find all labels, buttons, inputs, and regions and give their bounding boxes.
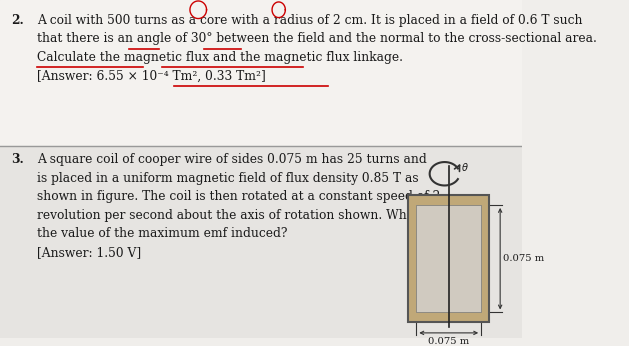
Bar [416,205,481,312]
Bar [0,0,521,146]
Text: A coil with 500 turns as a core with a radius of 2 cm. It is placed in a field o: A coil with 500 turns as a core with a r… [37,13,583,27]
Bar [0,146,521,338]
Text: 0.075 m: 0.075 m [503,254,545,263]
Text: 0.075 m: 0.075 m [428,337,469,346]
Text: [Answer: 1.50 V]: [Answer: 1.50 V] [37,246,142,259]
Text: 3.: 3. [11,153,25,166]
Text: A square coil of cooper wire of sides 0.075 m has 25 turns and: A square coil of cooper wire of sides 0.… [37,153,427,166]
Text: the value of the maximum emf induced?: the value of the maximum emf induced? [37,227,288,240]
Text: 2.: 2. [11,13,25,27]
Text: is placed in a uniform magnetic field of flux density 0.85 T as: is placed in a uniform magnetic field of… [37,172,419,185]
Text: that there is an angle of 30° between the field and the normal to the cross-sect: that there is an angle of 30° between th… [37,32,597,45]
Text: Calculate the magnetic flux and the magnetic flux linkage.: Calculate the magnetic flux and the magn… [37,51,403,64]
Text: shown in figure. The coil is then rotated at a constant speed of 2: shown in figure. The coil is then rotate… [37,190,441,203]
Bar [408,195,489,322]
Text: revolution per second about the axis of rotation shown. What is: revolution per second about the axis of … [37,209,433,222]
Text: [Answer: 6.55 × 10⁻⁴ Tm², 0.33 Tm²]: [Answer: 6.55 × 10⁻⁴ Tm², 0.33 Tm²] [37,69,266,82]
Text: θ: θ [462,163,468,173]
